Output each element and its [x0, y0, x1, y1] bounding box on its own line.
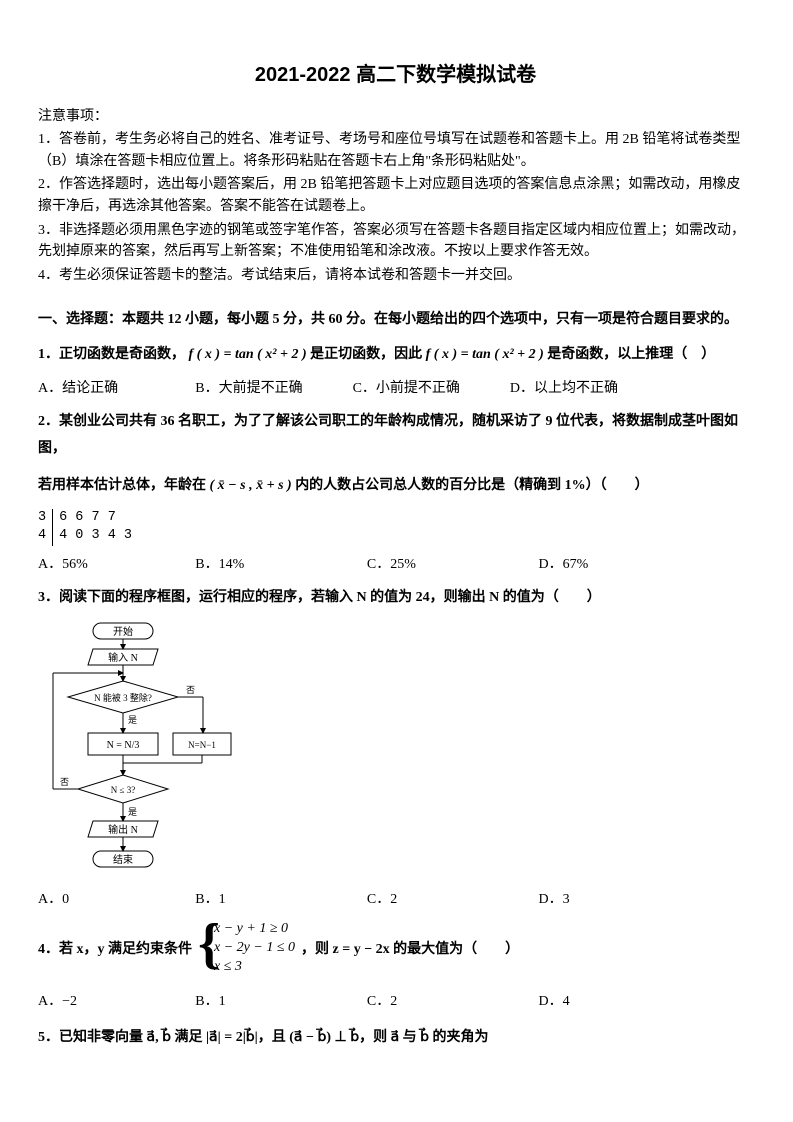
q1-opt-d: D．以上均不正确 [510, 378, 725, 399]
q1-options: A．结论正确 B．大前提不正确 C．小前提不正确 D．以上均不正确 [38, 378, 753, 399]
leaf-column: 6 6 7 7 4 0 3 4 3 [59, 509, 132, 545]
flow-input: 输入 N [108, 651, 138, 664]
q4-opt-d: D．4 [538, 991, 710, 1012]
question-2-line2: 若用样本估计总体，年龄在 ( x̄ − s , x̄ + s ) 内的人数占公司… [38, 473, 753, 500]
flow-yes-2: 是 [128, 807, 137, 817]
section-1-header: 一、选择题：本题共 12 小题，每小题 5 分，共 60 分。在每小题给出的四个… [38, 309, 753, 330]
stem-column: 3 4 [38, 509, 53, 545]
flow-proc-2: N=N−1 [188, 740, 216, 750]
q1-text-a: 1．正切函数是奇函数， [38, 347, 185, 362]
q1-opt-b: B．大前提不正确 [195, 378, 352, 399]
flow-decision-2: N ≤ 3? [111, 785, 135, 795]
q4-opt-c: C．2 [367, 991, 539, 1012]
q4-text-b: ，则 z = y − 2x 的最大值为（ ） [301, 937, 519, 964]
flow-end: 结束 [113, 853, 133, 866]
q4-options: A．−2 B．1 C．2 D．4 [38, 991, 753, 1012]
notice-item-2: 2．作答选择题时，选出每小题答案后，用 2B 铅笔把答题卡上对应题目选项的答案信… [38, 174, 753, 217]
flow-no-1: 否 [186, 685, 195, 695]
q2-opt-a: A．56% [38, 554, 195, 575]
q3-opt-c: C．2 [367, 889, 539, 910]
leaf-row-1: 6 6 7 7 [59, 509, 132, 527]
stem-leaf-plot: 3 4 6 6 7 7 4 0 3 4 3 [38, 509, 753, 545]
question-4: 4．若 x，y 满足约束条件 { x − y + 1 ≥ 0 x − 2y − … [38, 920, 753, 980]
flow-no-2: 否 [60, 777, 69, 787]
stem-row-2: 4 [38, 527, 46, 545]
question-3: 3．阅读下面的程序框图，运行相应的程序，若输入 N 的值为 24，则输出 N 的… [38, 585, 753, 612]
q2-options: A．56% B．14% C．25% D．67% [38, 554, 753, 575]
flow-start: 开始 [113, 625, 133, 638]
q4-constraints: { x − y + 1 ≥ 0 x − 2y − 1 ≤ 0 x ≤ 3 [198, 920, 295, 980]
notice-item-3: 3．非选择题必须用黑色字迹的钢笔或签字笔作答，答案必须写在答题卡各题目指定区域内… [38, 220, 753, 263]
q3-opt-b: B．1 [195, 889, 367, 910]
q3-opt-a: A．0 [38, 889, 195, 910]
page-title: 2021-2022 高二下数学模拟试卷 [38, 60, 753, 90]
question-5: 5．已知非零向量 a⃗, b⃗ 满足 |a⃗| = 2|b⃗|，且 (a⃗ − … [38, 1024, 753, 1052]
q3-opt-d: D．3 [538, 889, 710, 910]
brace-icon: { [198, 916, 220, 972]
flow-proc-1: N = N/3 [107, 740, 140, 751]
notice-item-4: 4．考生必须保证答题卡的整洁。考试结束后，请将本试卷和答题卡一并交回。 [38, 265, 753, 287]
q1-formula-2: f ( x ) = tan ( x² + 2 ) [426, 347, 544, 362]
q2-opt-c: C．25% [367, 554, 539, 575]
q4-text-a: 4．若 x，y 满足约束条件 [38, 937, 192, 964]
q4-opt-a: A．−2 [38, 991, 195, 1012]
question-1: 1．正切函数是奇函数， f ( x ) = tan ( x² + 2 ) 是正切… [38, 342, 753, 369]
q4-c1: x − y + 1 ≥ 0 [214, 921, 288, 936]
q3-options: A．0 B．1 C．2 D．3 [38, 889, 753, 910]
q2-text-b: 内的人数占公司总人数的百分比是（精确到 1%）（ ） [295, 478, 649, 493]
notice-item-1: 1．答卷前，考生务必将自己的姓名、准考证号、考场号和座位号填写在试题卷和答题卡上… [38, 129, 753, 172]
question-2: 2．某创业公司共有 36 名职工，为了了解该公司职工的年龄构成情况，随机采访了 … [38, 409, 753, 462]
flow-decision-1: N 能被 3 整除? [94, 692, 152, 703]
q4-c2: x − 2y − 1 ≤ 0 [214, 940, 295, 955]
flow-output: 输出 N [108, 823, 138, 836]
q1-text-c: 是奇函数，以上推理（ ） [547, 347, 715, 362]
leaf-row-2: 4 0 3 4 3 [59, 527, 132, 545]
q2-opt-b: B．14% [195, 554, 367, 575]
q1-text-b: 是正切函数，因此 [310, 347, 422, 362]
q1-formula-1: f ( x ) = tan ( x² + 2 ) [189, 347, 307, 362]
q2-interval: ( x̄ − s , x̄ + s ) [210, 478, 292, 493]
q4-opt-b: B．1 [195, 991, 367, 1012]
q1-opt-a: A．结论正确 [38, 378, 195, 399]
stem-row-1: 3 [38, 509, 46, 527]
q1-opt-c: C．小前提不正确 [353, 378, 510, 399]
notice-header: 注意事项： [38, 106, 753, 127]
flow-yes-1: 是 [128, 715, 137, 725]
flowchart: 开始 输入 N N 能被 3 整除? 否 是 N = N/3 N=N−1 N ≤… [38, 621, 753, 881]
q2-opt-d: D．67% [538, 554, 710, 575]
q2-text-a: 若用样本估计总体，年龄在 [38, 478, 206, 493]
